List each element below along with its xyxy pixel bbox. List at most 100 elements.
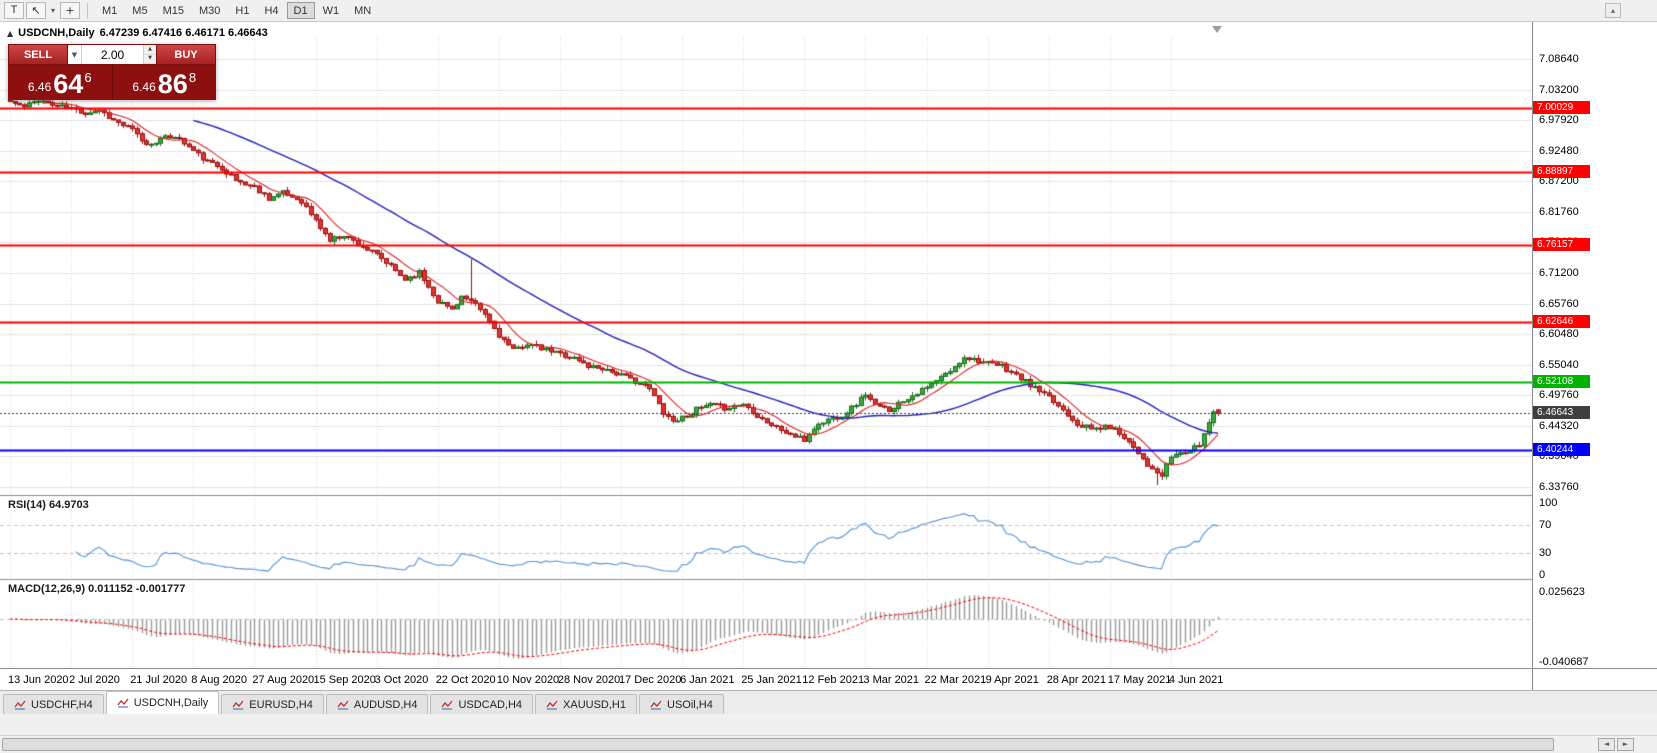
- time-axis-label: 17 Dec 2020: [619, 674, 682, 686]
- chart-tab-xauusd-h1[interactable]: XAUUSD,H1: [535, 694, 637, 714]
- timeframe-button-w1[interactable]: W1: [316, 2, 347, 19]
- volume-dropdown-caret-icon[interactable]: ▼: [68, 45, 82, 64]
- sell-price-display[interactable]: 6.46 64 6: [8, 65, 113, 100]
- time-axis-label: 22 Mar 2021: [924, 674, 987, 686]
- text-tool-button[interactable]: T: [4, 2, 24, 19]
- price-axis-tick: 6.97920: [1539, 114, 1579, 127]
- chart-shift-marker[interactable]: [1212, 26, 1222, 33]
- time-axis-label: 3 Oct 2020: [374, 674, 429, 686]
- hline-price-tag: 6.76157: [1533, 237, 1590, 251]
- chart-tab-usoil-h4[interactable]: USOil,H4: [639, 694, 724, 714]
- one-click-trading-toggle-icon[interactable]: ▲: [7, 28, 14, 38]
- toolbar-separator: [87, 2, 89, 19]
- rsi-axis-tick: 100: [1539, 497, 1558, 509]
- timeframe-button-mn[interactable]: MN: [347, 2, 378, 19]
- horizontal-scrollbar: ◄ ►: [0, 735, 1657, 753]
- buy-price-pips: 86: [157, 69, 188, 99]
- chart-tab-usdchf-h4[interactable]: USDCHF,H4: [3, 694, 104, 714]
- volume-decrease-button[interactable]: ▼: [144, 54, 156, 64]
- time-axis-label: 10 Nov 2020: [496, 674, 560, 686]
- price-axis-tick: 6.87200: [1539, 175, 1579, 188]
- time-axis-label: 22 Oct 2020: [435, 674, 496, 686]
- one-click-trading-widget: SELL ▼ ▲ ▼ BUY 6.46 64 6 6: [8, 44, 216, 100]
- macd-indicator-label: MACD(12,26,9) 0.011152 -0.001777: [8, 583, 186, 595]
- chart-tab-audusd-h4[interactable]: AUDUSD,H4: [325, 694, 429, 714]
- volume-input[interactable]: [82, 45, 143, 64]
- current-price-tag: 6.46643: [1533, 406, 1590, 420]
- time-axis-label: 28 Apr 2021: [1046, 674, 1107, 686]
- price-axis-tick: 6.65760: [1539, 297, 1579, 310]
- sell-price-point: 6: [84, 70, 92, 85]
- timeframe-button-h4[interactable]: H4: [257, 2, 285, 19]
- chart-tab-usdcad-h4[interactable]: USDCAD,H4: [430, 694, 534, 714]
- volume-control: ▼ ▲ ▼: [68, 44, 156, 65]
- price-axis-tick: 7.08640: [1539, 53, 1579, 65]
- time-axis-label: 4 Jun 2021: [1168, 674, 1224, 686]
- chart-tab-usdcnh-daily[interactable]: USDCNH,Daily: [105, 691, 220, 714]
- timeframe-button-h1[interactable]: H1: [228, 2, 256, 19]
- timeframe-button-m1[interactable]: M1: [95, 2, 124, 19]
- rsi-axis-tick: 70: [1539, 518, 1552, 531]
- chart-tab-label: USDCNH,Daily: [133, 697, 209, 709]
- time-axis-label: 17 May 2021: [1107, 674, 1172, 686]
- chart-title: USDCNH,Daily: [18, 27, 95, 39]
- chart-tab-eurusd-h4[interactable]: EURUSD,H4: [221, 694, 324, 714]
- macd-axis-tick: 0.025623: [1539, 586, 1585, 598]
- price-axis[interactable]: 7.08640 7.03200 6.97920 6.92480 6.87200 6.817…: [1532, 22, 1657, 668]
- chart-window: ▲ USDCNH,Daily 6.47239 6.47416 6.46171 6…: [0, 22, 1657, 690]
- crosshair-tool-button[interactable]: +: [60, 2, 81, 19]
- volume-increase-button[interactable]: ▲: [144, 45, 156, 55]
- time-axis-label: 25 Jan 2021: [741, 674, 802, 686]
- price-axis-tick: 6.81760: [1539, 205, 1579, 218]
- mini-chart-icon: [14, 700, 26, 709]
- chevron-down-icon[interactable]: ▾: [51, 6, 56, 15]
- mini-chart-icon: [117, 698, 129, 708]
- scroll-left-button[interactable]: ◄: [1598, 738, 1615, 751]
- volume-steppers: ▲ ▼: [143, 45, 156, 64]
- chart-tab-bar: USDCHF,H4 USDCNH,Daily EURUSD,H4 AUDUSD,H4 U…: [0, 690, 1657, 714]
- trade-widget-controls: SELL ▼ ▲ ▼ BUY: [8, 44, 216, 65]
- time-axis-label: 27 Aug 2020: [252, 674, 315, 686]
- bottom-filler: [0, 714, 1657, 735]
- scroll-right-button[interactable]: ►: [1617, 738, 1634, 751]
- timeframe-toolbar: M1 M5 M15 M30 H1 H4 D1 W1 MN: [95, 2, 378, 19]
- time-axis-label: 2 Jul 2020: [69, 674, 120, 686]
- mini-chart-icon: [337, 700, 349, 709]
- time-axis-label: 6 Jan 2021: [680, 674, 735, 686]
- time-axis-label: 13 Jun 2020: [8, 674, 69, 686]
- timeframe-button-d1[interactable]: D1: [286, 2, 315, 19]
- hline-price-tag: 6.40244: [1533, 442, 1590, 456]
- mini-chart-icon: [546, 700, 558, 709]
- price-axis-tick: 6.60480: [1539, 328, 1579, 341]
- price-axis-tick: 6.33760: [1539, 481, 1579, 493]
- h-scrollbar-thumb[interactable]: [2, 738, 1554, 751]
- price-axis-tick: 6.55040: [1539, 358, 1579, 371]
- time-axis-label: 8 Aug 2020: [191, 674, 247, 686]
- top-toolbar: T ↖ ▾ + M1 M5 M15 M30 H1 H4 D1 W1 MN ▴: [0, 0, 1657, 22]
- timeframe-button-m15[interactable]: M15: [156, 2, 191, 19]
- mini-chart-icon: [441, 700, 453, 709]
- toolbar-overflow-button[interactable]: ▴: [1605, 3, 1621, 18]
- mini-chart-icon: [232, 700, 244, 709]
- price-axis-tick: 6.44320: [1539, 419, 1579, 432]
- mini-chart-icon: [650, 700, 662, 709]
- chart-tab-label: AUDUSD,H4: [353, 698, 418, 711]
- axis-corner: [1532, 668, 1657, 690]
- timeframe-button-m30[interactable]: M30: [192, 2, 227, 19]
- sell-button[interactable]: SELL: [8, 44, 68, 65]
- price-chart-canvas[interactable]: [0, 22, 1532, 668]
- buy-button[interactable]: BUY: [156, 44, 216, 65]
- time-axis[interactable]: 13 Jun 2020 2 Jul 2020 21 Jul 2020 8 Aug 20…: [0, 668, 1532, 690]
- buy-price-display[interactable]: 6.46 86 8: [113, 65, 217, 100]
- cursor-tool-button[interactable]: ↖: [26, 2, 46, 19]
- time-axis-label: 9 Apr 2021: [985, 674, 1039, 686]
- time-axis-label: 28 Nov 2020: [557, 674, 621, 686]
- price-axis-tick: 6.71200: [1539, 267, 1579, 279]
- rsi-indicator-label: RSI(14) 64.9703: [8, 499, 89, 511]
- buy-price-base: 6.46: [132, 80, 156, 94]
- timeframe-button-m5[interactable]: M5: [125, 2, 154, 19]
- chart-tab-label: XAUUSD,H1: [563, 698, 626, 711]
- sell-price-base: 6.46: [27, 80, 52, 94]
- hline-price-tag: 7.00029: [1533, 101, 1590, 115]
- hline-price-tag: 6.88897: [1533, 164, 1590, 178]
